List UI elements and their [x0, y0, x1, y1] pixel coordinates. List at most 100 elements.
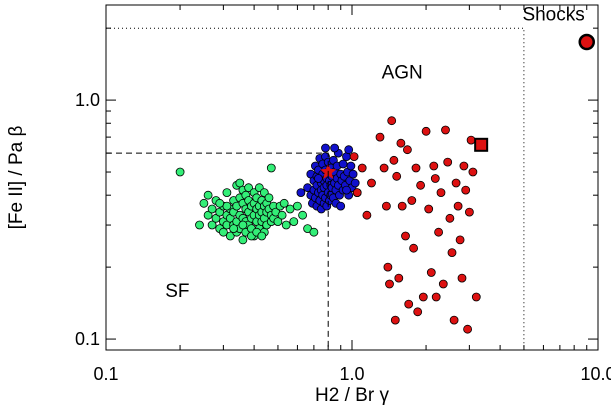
data-point-series-1: [238, 220, 248, 230]
data-point-series-1: [203, 190, 213, 200]
data-point-series-3: [429, 161, 439, 171]
data-point-series-1: [203, 210, 213, 220]
data-point-series-3: [459, 161, 469, 171]
data-point-series-3: [396, 138, 406, 148]
data-point-series-1: [279, 198, 289, 208]
data-point-series-3: [468, 167, 478, 177]
data-point-series-1: [222, 188, 232, 198]
region-label-shocks: Shocks: [522, 5, 584, 26]
region-label-sf: SF: [165, 281, 189, 302]
data-point-series-3: [413, 307, 423, 317]
data-point-series-3: [407, 196, 417, 205]
data-point-series-3: [464, 207, 474, 217]
data-point-series-3: [421, 126, 431, 136]
data-point-series-3: [455, 235, 465, 245]
data-point-series-3: [457, 273, 467, 283]
boundary-lines: [106, 27, 525, 350]
data-point-series-1: [277, 210, 287, 220]
data-point-series-3: [404, 299, 414, 309]
data-point-series-1: [229, 224, 239, 234]
data-point-series-3: [352, 188, 362, 198]
data-point-series-3: [383, 262, 393, 272]
data-point-series-1: [298, 210, 308, 220]
data-point-series-3: [453, 201, 463, 211]
y-axis-label: [Fe II] / Pa β: [6, 126, 27, 230]
data-point-series-3: [436, 188, 446, 198]
data-point-series-3: [411, 163, 421, 173]
data-point-series-3: [394, 273, 404, 283]
data-point-series-3: [418, 292, 428, 302]
data-point-series-3: [447, 248, 457, 258]
square-marker: [474, 137, 489, 152]
data-point-series-3: [362, 210, 372, 220]
data-point-series-3: [449, 315, 459, 325]
axis-ticks: [105, 5, 599, 351]
data-point-series-2: [313, 174, 323, 183]
data-point-series-1: [195, 220, 204, 230]
data-point-series-3: [426, 268, 436, 277]
data-point-series-1: [199, 198, 209, 208]
data-point-series-3: [409, 243, 419, 253]
data-point-series-3: [357, 163, 367, 173]
data-point-series-3: [379, 163, 389, 173]
dashed-boundary-line: [106, 152, 329, 350]
data-point-series-2: [330, 143, 340, 153]
data-point-series-1: [281, 220, 291, 230]
data-point-series-3: [367, 178, 376, 188]
data-point-series-3: [375, 132, 385, 142]
data-point-series-3: [434, 227, 444, 237]
data-point-series-1: [273, 217, 283, 227]
data-point-series-1: [225, 231, 235, 241]
data-point-series-3: [445, 213, 455, 223]
data-point-series-3: [441, 125, 450, 135]
data-point-series-1: [264, 193, 274, 203]
region-label-agn: AGN: [382, 63, 423, 84]
x-axis-label: H2 / Br γ: [315, 385, 389, 406]
data-point-series-2: [344, 145, 354, 155]
data-point-series-2: [296, 188, 306, 198]
data-point-series-3: [401, 231, 410, 241]
data-point-series-3: [385, 279, 394, 289]
data-point-series-3: [416, 180, 426, 190]
data-point-series-3: [424, 204, 434, 214]
data-point-series-3: [466, 135, 476, 145]
data-point-series-3: [463, 324, 473, 334]
data-point-series-2: [336, 201, 346, 211]
data-point-series-3: [387, 116, 397, 126]
data-point-series-1: [266, 163, 276, 173]
data-point-series-3: [397, 201, 407, 211]
data-marks: [175, 33, 595, 334]
data-point-series-1: [257, 231, 267, 241]
data-point-series-1: [207, 204, 217, 214]
data-point-series-3: [390, 315, 400, 325]
data-point-series-3: [471, 292, 481, 302]
data-point-series-2: [350, 178, 360, 188]
data-point-series-3: [349, 152, 359, 162]
data-point-series-2: [348, 169, 358, 179]
data-point-series-3: [461, 185, 471, 195]
data-point-series-1: [207, 220, 217, 230]
data-point-series-1: [215, 198, 225, 208]
data-point-series-3: [443, 157, 453, 167]
y-tick-label: 1.0: [75, 90, 100, 110]
data-point-series-3: [451, 178, 461, 188]
data-point-series-1: [244, 183, 254, 193]
x-tick-label: 1.0: [339, 364, 364, 384]
text-labels: H2 / Br γ [Fe II] / Pa β 0.1 1.0 10.0 0.1 1.…: [6, 5, 611, 406]
data-point-series-1: [309, 227, 319, 237]
data-point-series-3: [381, 201, 391, 211]
data-point-series-3: [438, 279, 448, 289]
data-point-series-2: [321, 143, 330, 153]
data-point-series-1: [175, 167, 185, 177]
data-point-series-3: [431, 292, 441, 302]
large-circle-marker: [578, 33, 595, 51]
dotted-boundary-line: [106, 27, 525, 350]
data-point-series-3: [392, 171, 402, 181]
data-point-series-3: [430, 174, 440, 183]
x-tick-label: 10.0: [580, 364, 611, 384]
data-point-series-1: [238, 235, 248, 245]
data-point-series-3: [389, 155, 399, 165]
data-point-series-2: [338, 159, 348, 169]
data-point-series-2: [346, 161, 356, 171]
